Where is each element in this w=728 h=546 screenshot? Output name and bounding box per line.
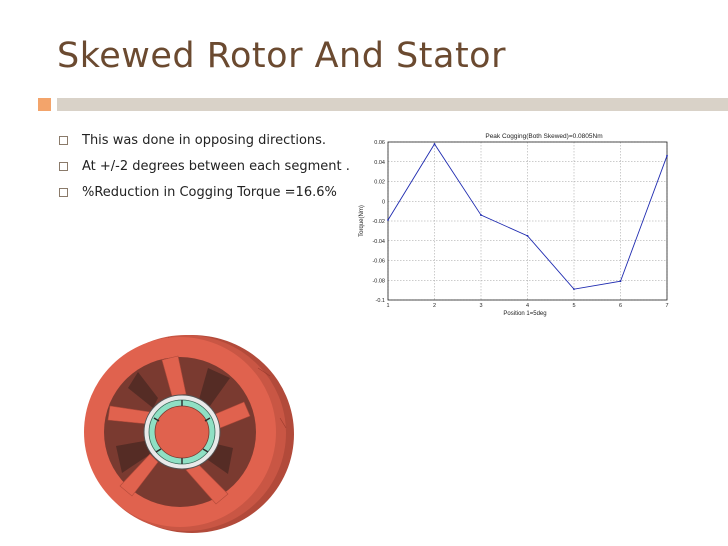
chart-y-tick-label: -0.06 (372, 259, 385, 265)
chart-grid (387, 141, 668, 301)
bullet-item: At +/-2 degrees between each segment . (59, 158, 359, 176)
cogging-torque-chart: Peak Cogging(Both Skewed)=0.0805Nm Torqu… (359, 133, 669, 317)
title-underline-bar (57, 98, 728, 111)
square-bullet-icon (59, 162, 68, 171)
chart-x-tick-label: 7 (665, 303, 668, 309)
chart-y-tick-label: 0.04 (374, 160, 385, 166)
chart-x-tick-label: 2 (433, 303, 436, 309)
bullet-item: %Reduction in Cogging Torque =16.6% (59, 184, 359, 202)
square-bullet-icon (59, 136, 68, 145)
chart-x-tick-label: 3 (479, 303, 482, 309)
chart-y-tick-label: 0.02 (374, 180, 385, 186)
chart-plot-frame (387, 141, 668, 301)
chart-data-point (666, 154, 668, 157)
chart-x-tick-label: 6 (619, 303, 622, 309)
chart-data-point (387, 219, 389, 221)
chart-x-tick-label: 5 (572, 303, 575, 309)
chart-ticks: 1 2 3 4 5 6 7 0.06 0.04 0.02 0 -0.02 -0.04 -0.06 -0.08… (372, 140, 668, 309)
bullet-text: %Reduction in Cogging Torque =16.6% (82, 185, 337, 200)
chart-data-point (433, 143, 436, 145)
bullet-item: This was done in opposing directions. (59, 132, 359, 150)
bullet-text: This was done in opposing directions. (82, 133, 327, 148)
chart-y-axis-label: Torque(Nm) (359, 205, 365, 237)
chart-data-point (480, 214, 482, 216)
chart-y-tick-label: -0.08 (372, 278, 385, 284)
chart-y-tick-label: 0 (382, 199, 385, 205)
chart-y-tick-label: 0.06 (374, 140, 385, 146)
chart-data-point (573, 288, 575, 291)
title-accent-square (38, 98, 51, 111)
bullet-list: This was done in opposing directions. At… (59, 132, 359, 210)
chart-x-tick-label: 4 (526, 303, 529, 309)
bullet-text: At +/-2 degrees between each segment . (82, 159, 350, 174)
chart-title: Peak Cogging(Both Skewed)=0.0805Nm (485, 133, 602, 140)
chart-y-tick-label: -0.1 (376, 298, 385, 304)
chart-data-point (619, 280, 622, 283)
slide-title: Skewed Rotor And Stator (57, 36, 506, 76)
chart-x-tick-label: 1 (386, 303, 389, 309)
chart-y-tick-label: -0.04 (372, 239, 385, 245)
chart-y-tick-label: -0.02 (372, 219, 385, 225)
chart-series-line (387, 143, 668, 290)
square-bullet-icon (59, 188, 68, 197)
chart-x-axis-label: Position 1=5deg (503, 311, 546, 317)
chart-series (387, 143, 668, 291)
chart-data-point (526, 234, 529, 237)
skewed-rotor-stator-render (84, 335, 294, 533)
